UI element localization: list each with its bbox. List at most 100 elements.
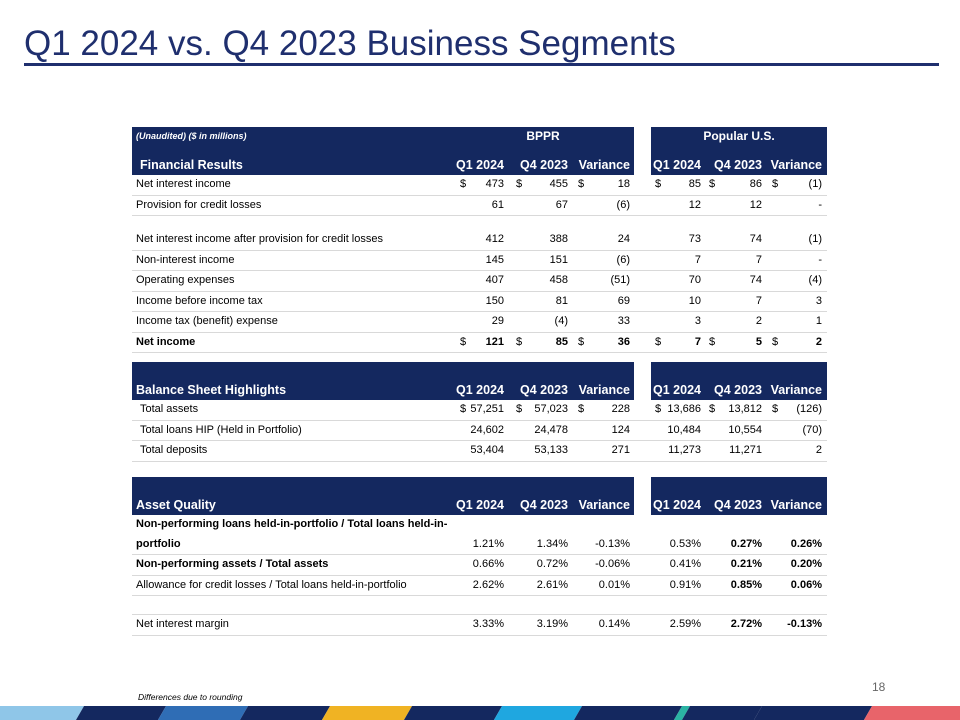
table-cell: 0.06% <box>790 578 822 591</box>
table-cell: 0.91% <box>669 578 701 591</box>
row-label: Non-performing assets / Total assets <box>136 558 329 570</box>
table-cell: 0.66% <box>472 558 504 570</box>
col-header: Variance <box>770 158 822 172</box>
table-cell: 85 <box>555 335 568 348</box>
row-label: Income tax (benefit) expense <box>136 315 278 327</box>
col-header: Variance <box>770 383 822 397</box>
table-cell: 13,686 <box>667 403 701 415</box>
col-header: Q1 2024 <box>456 158 504 172</box>
table-cell: (126) <box>796 403 822 415</box>
table-cell: 0.53% <box>669 537 701 550</box>
table-cell: 271 <box>611 444 630 456</box>
currency-symbol: $ <box>516 335 523 348</box>
table-cell: 1.21% <box>472 537 504 550</box>
col-header: Variance <box>578 498 630 512</box>
table-cell: 473 <box>485 178 504 190</box>
row-label: Net interest income <box>136 178 231 190</box>
table-cell: 2.62% <box>472 578 504 591</box>
table-cell: 10 <box>688 294 701 307</box>
col-header: Q4 2023 <box>520 383 568 397</box>
currency-symbol: $ <box>460 335 467 348</box>
currency-symbol: $ <box>578 335 585 348</box>
financial-header-columns: Financial Results Q1 2024 Q4 2023 Varian… <box>132 146 827 175</box>
table-cell: 0.85% <box>730 578 762 591</box>
column-gap <box>634 291 651 311</box>
balance-section-title: Balance Sheet Highlights <box>136 383 287 397</box>
asset-quality-table: Asset Quality Q1 2024 Q4 2023 Variance Q… <box>132 477 827 636</box>
row-label: Provision for credit losses <box>136 198 262 211</box>
table-row: Net interest margin 3.33% 3.19% 0.14% 2.59% 2… <box>132 615 827 636</box>
table-cell: (6) <box>616 253 630 266</box>
table-row: Provision for credit losses 61 67 (6) 12 12 - <box>132 195 827 216</box>
row-label: Net income <box>136 335 196 348</box>
table-cell: 85 <box>688 178 701 190</box>
table-cell: 10,554 <box>728 423 762 436</box>
table-cell: 0.20% <box>790 558 822 570</box>
table-cell: 0.21% <box>730 558 762 570</box>
table-cell: 7 <box>694 335 701 348</box>
page-number: 18 <box>872 680 886 694</box>
row-label: Non-performing loans held-in-portfolio /… <box>136 518 448 530</box>
currency-symbol: $ <box>772 403 779 415</box>
table-row: Operating expenses 407 458 (51) 70 74 (4) <box>132 271 827 292</box>
table-row: Non-performing loans held-in-portfolio /… <box>132 515 827 555</box>
footnote: Differences due to rounding <box>138 692 243 702</box>
row-label: Non-interest income <box>136 253 235 266</box>
table-cell: -0.13% <box>595 537 630 550</box>
table-cell: 74 <box>749 274 762 286</box>
column-gap <box>634 420 651 440</box>
currency-symbol: $ <box>709 335 716 348</box>
table-cell: 0.27% <box>730 537 762 550</box>
table-cell: 2 <box>755 315 762 327</box>
asset-section-title: Asset Quality <box>136 498 216 512</box>
table-cell: 0.01% <box>598 578 630 591</box>
row-label: portfolio <box>136 537 181 550</box>
column-gap <box>634 230 651 250</box>
table-cell: 73 <box>688 233 701 245</box>
table-cell: 121 <box>485 335 504 348</box>
col-header: Q4 2023 <box>714 158 762 172</box>
table-cell: 455 <box>549 178 568 190</box>
footer-color-band <box>0 706 960 720</box>
currency-symbol: $ <box>578 178 585 190</box>
table-cell: 53,133 <box>534 444 568 456</box>
table-cell: 7 <box>755 253 762 266</box>
col-header: Q1 2024 <box>653 498 701 512</box>
table-cell: (1) <box>808 233 822 245</box>
table-cell: 33 <box>617 315 630 327</box>
table-row: Net income 121 $85 $36 $7 $5 $2 $ <box>132 332 827 353</box>
table-cell: - <box>818 253 822 266</box>
table-cell: 150 <box>485 294 504 307</box>
table-cell: 2.61% <box>536 578 568 591</box>
col-header: Q4 2023 <box>714 498 762 512</box>
table-cell: 3.33% <box>472 618 504 630</box>
col-header: Q1 2024 <box>653 383 701 397</box>
currency-symbol: $ <box>772 178 779 190</box>
col-header: Q1 2024 <box>653 158 701 172</box>
col-header: Q4 2023 <box>714 383 762 397</box>
col-header: Q4 2023 <box>520 498 568 512</box>
table-row: Net interest income after provision for … <box>132 230 827 251</box>
table-row: Net interest income 473 $455 $18 $85 $86 $ (1) $ <box>132 175 827 196</box>
col-header: Variance <box>578 383 630 397</box>
table-cell: 24 <box>617 233 630 245</box>
table-row: Total loans HIP (Held in Portfolio) 24,60… <box>132 420 827 441</box>
row-spacer <box>132 596 827 615</box>
table-cell: (51) <box>610 274 630 286</box>
row-label: Total deposits <box>140 444 208 456</box>
row-label: Net interest income after provision for … <box>136 233 383 245</box>
table-cell: 36 <box>617 335 630 348</box>
table-row: Total assets 57,251 $57,023 $228 $13,686 $13,… <box>132 400 827 421</box>
table-cell: 67 <box>555 198 568 211</box>
table-cell: 5 <box>755 335 762 348</box>
table-cell: 57,251 <box>470 403 504 415</box>
table-cell: 86 <box>749 178 762 190</box>
table-cell: 3 <box>815 294 822 307</box>
table-cell: (4) <box>554 315 568 327</box>
table-cell: - <box>818 198 822 211</box>
column-gap <box>634 515 651 554</box>
table-cell: 124 <box>611 423 630 436</box>
table-cell: 61 <box>491 198 504 211</box>
table-cell: 0.72% <box>536 558 568 570</box>
table-row: Non-interest income 145 151 (6) 7 7 - <box>132 250 827 271</box>
